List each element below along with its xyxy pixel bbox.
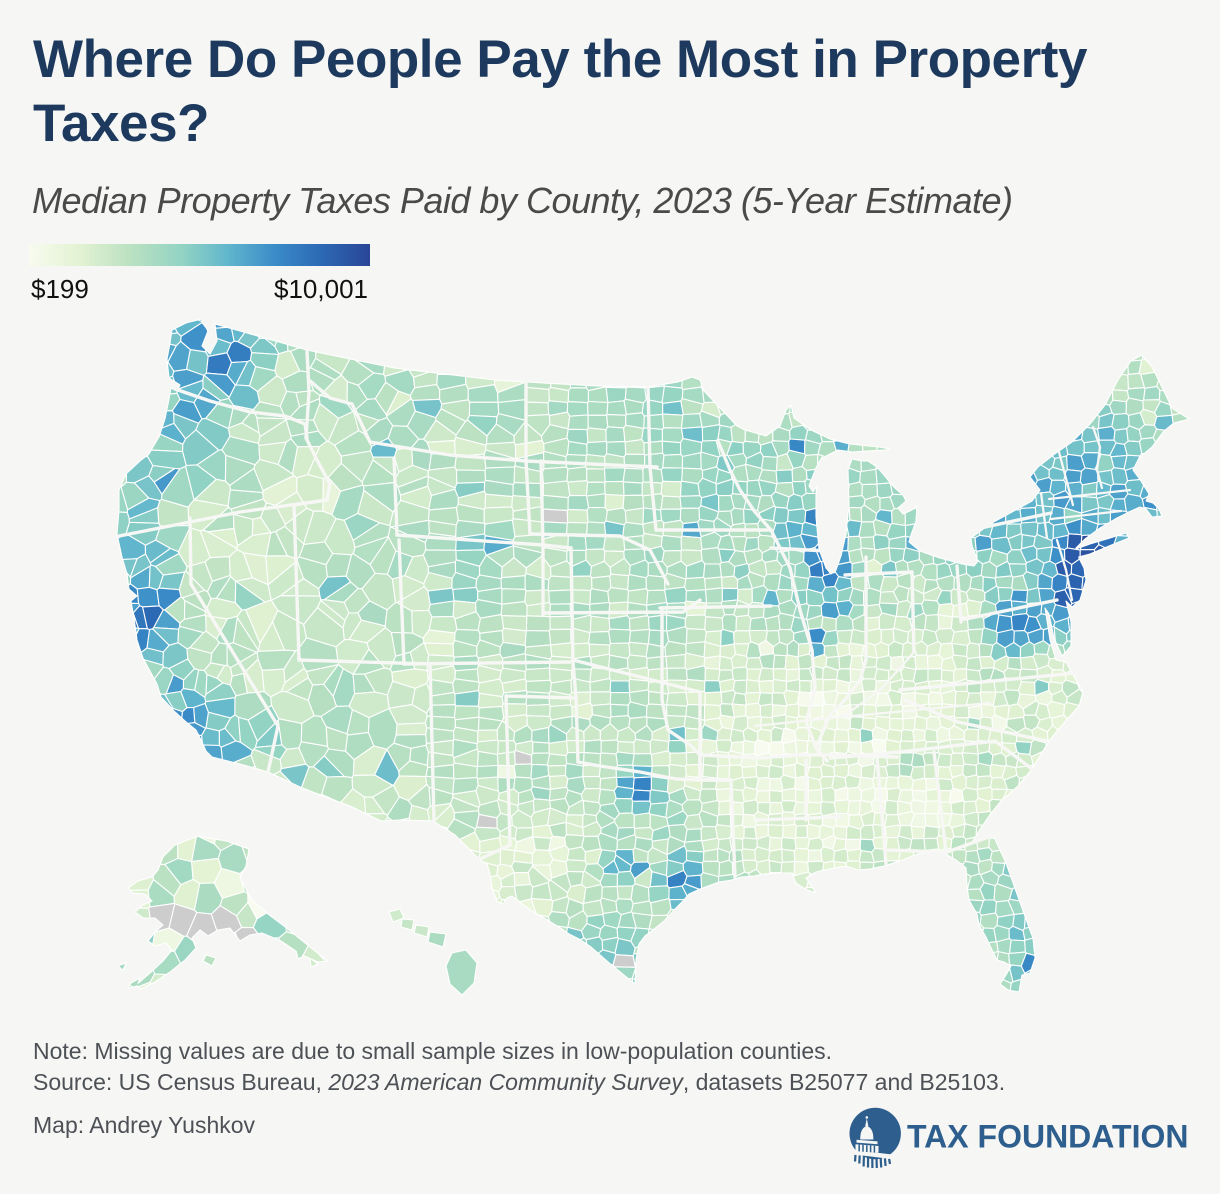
svg-text:TAX FOUNDATION: TAX FOUNDATION (907, 1119, 1188, 1155)
